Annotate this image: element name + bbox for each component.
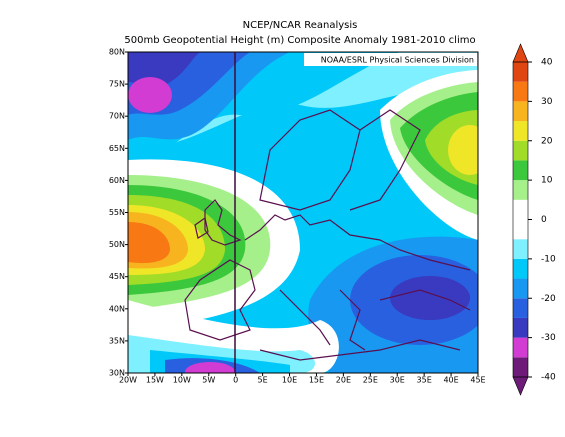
colorbar-bin <box>513 219 528 240</box>
colorbar-tick-label: 20 <box>541 136 553 146</box>
colorbar-tick-label: 40 <box>541 58 553 68</box>
lat-tick-label: 60N <box>109 176 125 185</box>
colorbar-tick-label: -30 <box>541 333 556 343</box>
colorbar-bin <box>513 357 528 377</box>
colorbar-bin <box>513 337 528 358</box>
lon-tick-label: 35E <box>417 376 432 385</box>
lon-tick-label: 0 <box>233 376 238 385</box>
lat-tick-label: 65N <box>109 144 125 153</box>
lon-tick-label: 45E <box>470 376 485 385</box>
lon-tick-label: 10E <box>282 376 297 385</box>
colorbar-high-arrow <box>512 43 529 63</box>
title: NCEP/NCAR Reanalysis <box>243 20 358 31</box>
lon-tick-label: 25E <box>363 376 378 385</box>
colorbar-tick-label: -20 <box>541 294 556 304</box>
colorbar-bin <box>513 199 528 220</box>
lat-tick-label: 80N <box>109 48 125 57</box>
subtitle: 500mb Geopotential Height (m) Composite … <box>124 35 475 46</box>
lat-tick-label: 30N <box>109 369 125 378</box>
colorbar-tick-label: -40 <box>541 373 556 383</box>
colorbar-tick-label: 30 <box>541 97 553 107</box>
lon-tick-label: 15E <box>309 376 324 385</box>
attribution: NOAA/ESRL Physical Sciences Division <box>321 56 474 65</box>
colorbar-bin <box>513 180 528 200</box>
colorbar-bin <box>513 317 528 338</box>
colorbar-low-arrow <box>512 376 529 396</box>
lat-tick-label: 45N <box>109 272 125 281</box>
lat-tick-label: 70N <box>109 112 125 121</box>
lon-tick-label: 20W <box>119 376 137 385</box>
lat-tick-label: 50N <box>109 240 125 249</box>
colorbar-bin <box>513 101 528 122</box>
colorbar-bin <box>513 239 528 259</box>
lon-tick-label: 40E <box>443 376 458 385</box>
colorbar-bin <box>513 160 528 181</box>
anomaly-field <box>128 52 478 373</box>
colorbar-tick-label: -10 <box>541 254 556 264</box>
colorbar-tick-label: 10 <box>541 176 553 186</box>
colorbar-bin <box>513 278 528 299</box>
colorbar-tick-label: 0 <box>541 215 547 225</box>
lat-tick-label: 40N <box>109 304 125 313</box>
colorbar-bin <box>513 81 528 102</box>
colorbar-bin <box>513 121 528 141</box>
lon-tick-label: 15W <box>146 376 164 385</box>
colorbar-bin <box>513 62 528 82</box>
lon-tick-label: 20E <box>336 376 351 385</box>
lon-tick-label: 10W <box>173 376 191 385</box>
lon-tick-label: 5W <box>202 376 215 385</box>
lon-tick-label: 5E <box>258 376 268 385</box>
lat-tick-label: 55N <box>109 208 125 217</box>
colorbar-bin <box>513 298 528 318</box>
lat-tick-label: 35N <box>109 336 125 345</box>
lat-tick-label: 75N <box>109 80 125 89</box>
lon-tick-label: 30E <box>390 376 405 385</box>
colorbar-bin <box>513 258 528 279</box>
colorbar-bin <box>513 140 528 161</box>
attribution-box <box>304 53 477 66</box>
